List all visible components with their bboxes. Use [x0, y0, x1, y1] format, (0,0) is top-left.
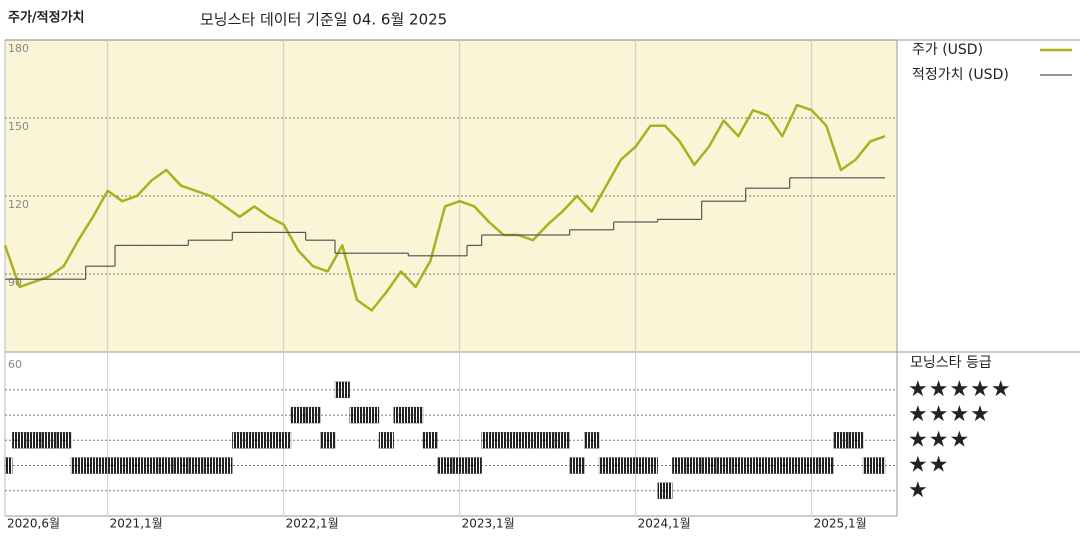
rating-block — [481, 432, 497, 449]
corner-label: 60 — [8, 358, 22, 371]
rating-block — [408, 406, 424, 424]
rating-block — [760, 457, 776, 474]
y-tick-label: 180 — [8, 42, 29, 55]
rating-title: 모닝스타 등급 — [910, 355, 992, 371]
rating-block — [745, 457, 761, 474]
rating-block — [70, 457, 86, 474]
rating-block — [422, 432, 438, 449]
rating-block — [657, 482, 673, 499]
rating-block — [364, 406, 380, 424]
x-tick-label: 2020,6월 — [7, 517, 60, 531]
rating-block — [114, 457, 130, 474]
rating-block — [158, 457, 174, 474]
price-line — [3, 103, 886, 312]
rating-block — [701, 457, 717, 474]
rating-block — [848, 432, 864, 449]
rating-block — [569, 457, 585, 474]
rating-block — [437, 457, 453, 474]
rating-block — [554, 432, 570, 449]
rating-block — [56, 432, 72, 449]
rating-block — [290, 406, 306, 424]
rating-label: ★★★ — [908, 427, 970, 452]
rating-block — [202, 457, 218, 474]
rating-block — [41, 432, 57, 449]
rating-block — [613, 457, 629, 474]
rating-block — [642, 457, 658, 474]
rating-block — [276, 432, 292, 449]
x-tick-label: 2025,1월 — [814, 517, 867, 531]
rating-label: ★ — [908, 478, 929, 503]
rating-block — [452, 457, 468, 474]
rating-block — [804, 457, 820, 474]
header: 주가/적정가치 — [8, 10, 85, 26]
y-tick-label: 120 — [8, 198, 29, 211]
rating-block — [188, 457, 204, 474]
rating-block — [246, 432, 262, 449]
rating-block — [877, 457, 886, 474]
rating-block — [716, 457, 732, 474]
rating-block — [144, 457, 160, 474]
rating-block — [774, 457, 790, 474]
rating-block — [818, 457, 834, 474]
rating-block — [320, 432, 336, 449]
rating-block — [305, 406, 321, 424]
rating-block — [12, 432, 28, 449]
rating-block — [334, 381, 350, 398]
rating-block — [349, 406, 365, 424]
x-tick-label: 2021,1월 — [110, 517, 163, 531]
rating-block — [833, 432, 849, 449]
legend-label: 적정가치 (USD) — [912, 67, 1009, 83]
rating-block — [261, 432, 277, 449]
rating-block — [173, 457, 189, 474]
rating-block — [26, 432, 42, 449]
x-tick-label: 2023,1월 — [462, 517, 515, 531]
y-tick-label: 150 — [8, 120, 29, 133]
rating-block — [393, 406, 409, 424]
rating-block — [217, 457, 233, 474]
x-tick-label: 2022,1월 — [286, 517, 339, 531]
rating-block — [496, 432, 512, 449]
rating-block — [100, 457, 116, 474]
rating-label: ★★★★★ — [908, 377, 1012, 402]
rating-block — [129, 457, 145, 474]
rating-block — [85, 457, 101, 474]
rating-block — [378, 432, 394, 449]
rating-block — [232, 432, 248, 449]
rating-block — [862, 457, 878, 474]
legend-label: 주가 (USD) — [912, 42, 983, 58]
rating-block — [628, 457, 644, 474]
rating-block — [672, 457, 688, 474]
rating-block — [525, 432, 541, 449]
rating-label: ★★ — [908, 453, 949, 478]
rating-block — [598, 457, 614, 474]
rating-label: ★★★★ — [908, 402, 991, 427]
rating-block — [730, 457, 746, 474]
rating-block — [686, 457, 702, 474]
rating-block — [466, 457, 482, 474]
rating-block — [540, 432, 556, 449]
chart-title: 모닝스타 데이터 기준일 04. 6월 2025 — [200, 11, 447, 29]
rating-block — [4, 457, 13, 474]
rating-block — [510, 432, 526, 449]
x-tick-label: 2024,1월 — [638, 517, 691, 531]
rating-block — [584, 432, 600, 449]
rating-block — [789, 457, 805, 474]
